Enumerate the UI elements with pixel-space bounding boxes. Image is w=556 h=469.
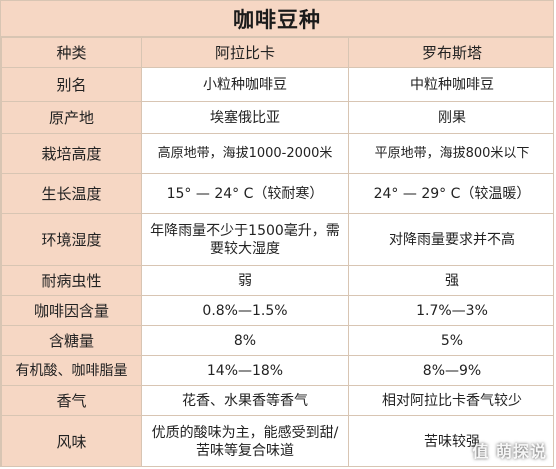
robusta-cell: 强 bbox=[348, 265, 553, 296]
table-row: 耐病虫性 弱 强 bbox=[1, 265, 553, 296]
row-label: 含糖量 bbox=[1, 325, 142, 356]
arabica-cell: 0.8%—1.5% bbox=[141, 295, 349, 326]
row-label: 生长温度 bbox=[1, 173, 142, 214]
row-label: 香气 bbox=[1, 385, 142, 416]
watermark: 值 萌探说 bbox=[472, 442, 547, 461]
robusta-cell: 苦味较强 bbox=[348, 415, 553, 466]
table-row: 环境湿度 年降雨量不少于1500毫升，需要较大湿度 对降雨量要求并不高 bbox=[1, 213, 553, 266]
row-label: 栽培高度 bbox=[1, 133, 142, 174]
arabica-cell: 优质的酸味为主，能感受到甜/苦味等复合味道 bbox=[141, 415, 349, 466]
arabica-cell: 8% bbox=[141, 325, 349, 356]
table-row: 栽培高度 高原地带，海拔1000-2000米 平原地带，海拔800米以下 bbox=[1, 133, 553, 174]
title-bar: 咖啡豆种 bbox=[1, 1, 553, 37]
column-header-arabica: 阿拉比卡 bbox=[141, 37, 349, 68]
column-header-type: 种类 bbox=[1, 37, 142, 68]
arabica-cell: 花香、水果香等香气 bbox=[141, 385, 349, 416]
arabica-cell: 年降雨量不少于1500毫升，需要较大湿度 bbox=[141, 213, 349, 266]
table-row: 香气 花香、水果香等香气 相对阿拉比卡香气较少 bbox=[1, 385, 553, 416]
row-label: 咖啡因含量 bbox=[1, 295, 142, 326]
arabica-cell: 埃塞俄比亚 bbox=[141, 101, 349, 134]
row-label: 耐病虫性 bbox=[1, 265, 142, 296]
robusta-cell: 24° — 29° C（较温暖） bbox=[348, 173, 553, 214]
table-row: 含糖量 8% 5% bbox=[1, 325, 553, 356]
robusta-cell: 对降雨量要求并不高 bbox=[348, 213, 553, 266]
row-label: 原产地 bbox=[1, 101, 142, 134]
robusta-cell: 平原地带，海拔800米以下 bbox=[348, 133, 553, 174]
row-label: 有机酸、咖啡脂量 bbox=[1, 355, 142, 386]
table-title: 咖啡豆种 bbox=[233, 7, 321, 32]
table-row: 咖啡因含量 0.8%—1.5% 1.7%—3% bbox=[1, 295, 553, 326]
robusta-cell: 5% bbox=[348, 325, 553, 356]
arabica-cell: 15° — 24° C（较耐寒） bbox=[141, 173, 349, 214]
arabica-cell: 14%—18% bbox=[141, 355, 349, 386]
header-row: 种类 阿拉比卡 罗布斯塔 bbox=[1, 37, 553, 68]
table-row: 别名 小粒种咖啡豆 中粒种咖啡豆 bbox=[1, 67, 553, 102]
comparison-table: 种类 阿拉比卡 罗布斯塔 别名 小粒种咖啡豆 中粒种咖啡豆 原产地 埃塞俄比亚 … bbox=[1, 37, 553, 466]
table-row: 原产地 埃塞俄比亚 刚果 bbox=[1, 101, 553, 134]
robusta-cell: 8%—9% bbox=[348, 355, 553, 386]
row-label: 风味 bbox=[1, 415, 142, 466]
table-row: 风味 优质的酸味为主，能感受到甜/苦味等复合味道 苦味较强 bbox=[1, 415, 553, 466]
row-label: 环境湿度 bbox=[1, 213, 142, 266]
arabica-cell: 高原地带，海拔1000-2000米 bbox=[141, 133, 349, 174]
arabica-cell: 小粒种咖啡豆 bbox=[141, 67, 349, 102]
table-row: 有机酸、咖啡脂量 14%—18% 8%—9% bbox=[1, 355, 553, 386]
arabica-cell: 弱 bbox=[141, 265, 349, 296]
robusta-cell: 中粒种咖啡豆 bbox=[348, 67, 553, 102]
robusta-cell: 刚果 bbox=[348, 101, 553, 134]
column-header-robusta: 罗布斯塔 bbox=[348, 37, 553, 68]
table-row: 生长温度 15° — 24° C（较耐寒） 24° — 29° C（较温暖） bbox=[1, 173, 553, 214]
row-label: 别名 bbox=[1, 67, 142, 102]
robusta-cell: 1.7%—3% bbox=[348, 295, 553, 326]
robusta-cell: 相对阿拉比卡香气较少 bbox=[348, 385, 553, 416]
